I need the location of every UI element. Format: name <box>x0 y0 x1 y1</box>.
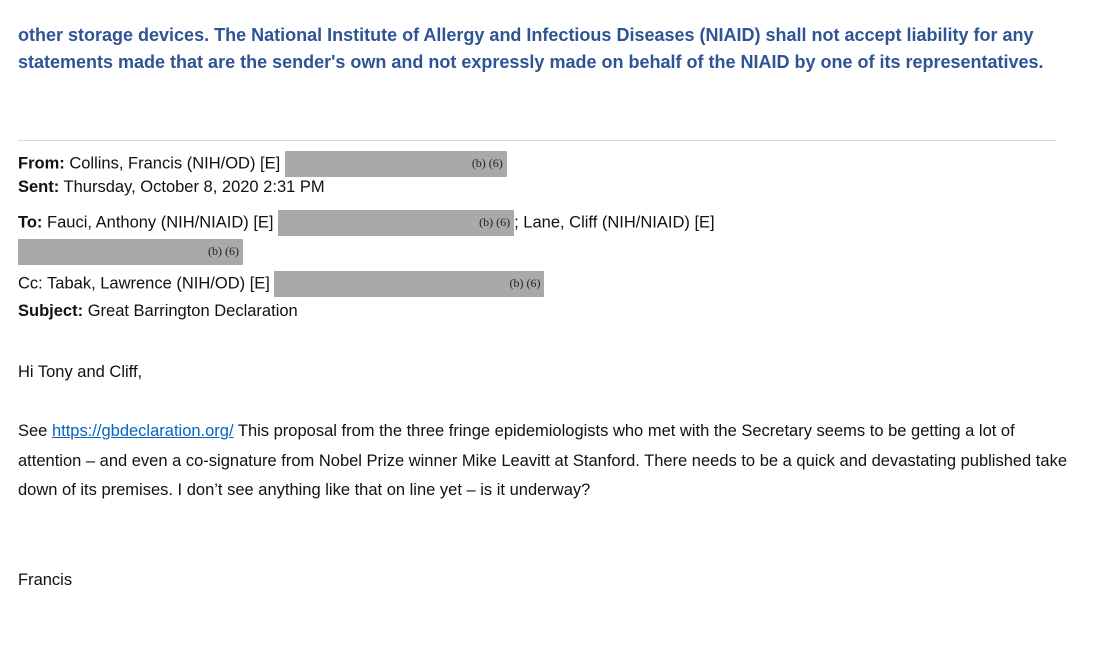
redaction-code: (b) (6) <box>479 215 511 229</box>
subject-label: Subject: <box>18 302 84 320</box>
sent-line: Sent: Thursday, October 8, 2020 2:31 PM <box>18 178 325 197</box>
signature: Francis <box>18 571 73 589</box>
gbdeclaration-link[interactable]: https://gbdeclaration.org/ <box>51 422 234 440</box>
cc-value: Tabak, Lawrence (NIH/OD) [E] <box>47 274 270 293</box>
redaction-box: (b) (6) <box>274 271 545 297</box>
cc-line: Cc: Tabak, Lawrence (NIH/OD) [E] (b) (6) <box>18 271 545 297</box>
redaction-code: (b) (6) <box>509 276 541 290</box>
sent-value: Thursday, October 8, 2020 2:31 PM <box>63 178 325 196</box>
from-value: Collins, Francis (NIH/OD) [E] <box>69 154 281 173</box>
to-label: To: <box>18 213 43 232</box>
to-value-2: ; Lane, Cliff (NIH/NIAID) [E] <box>514 213 715 232</box>
cc-label: Cc: <box>18 274 43 293</box>
redaction-code: (b) (6) <box>471 156 503 170</box>
redaction-box: (b) (6) <box>278 210 515 236</box>
subject-line: Subject: Great Barrington Declaration <box>18 302 298 321</box>
to-line: To: Fauci, Anthony (NIH/NIAID) [E] (b) (… <box>18 210 715 236</box>
redaction-box: (b) (6) <box>18 239 243 265</box>
redaction-box: (b) (6) <box>284 151 507 177</box>
from-label: From: <box>18 154 65 173</box>
to-value: Fauci, Anthony (NIH/NIAID) [E] <box>47 213 274 232</box>
message-text: This proposal from the three fringe epid… <box>18 422 1067 499</box>
see-text: See <box>18 422 52 440</box>
message-body: See https://gbdeclaration.org/ This prop… <box>18 417 1078 506</box>
from-line: From: Collins, Francis (NIH/OD) [E] (b) … <box>18 151 507 177</box>
disclaimer-notice: other storage devices. The National Inst… <box>18 25 1044 72</box>
redaction-code: (b) (6) <box>208 244 239 258</box>
sent-label: Sent: <box>18 178 60 196</box>
subject-value: Great Barrington Declaration <box>87 302 298 320</box>
greeting: Hi Tony and Cliff, <box>18 363 143 381</box>
to-line-continued: (b) (6) <box>18 239 243 265</box>
divider <box>18 140 1056 141</box>
